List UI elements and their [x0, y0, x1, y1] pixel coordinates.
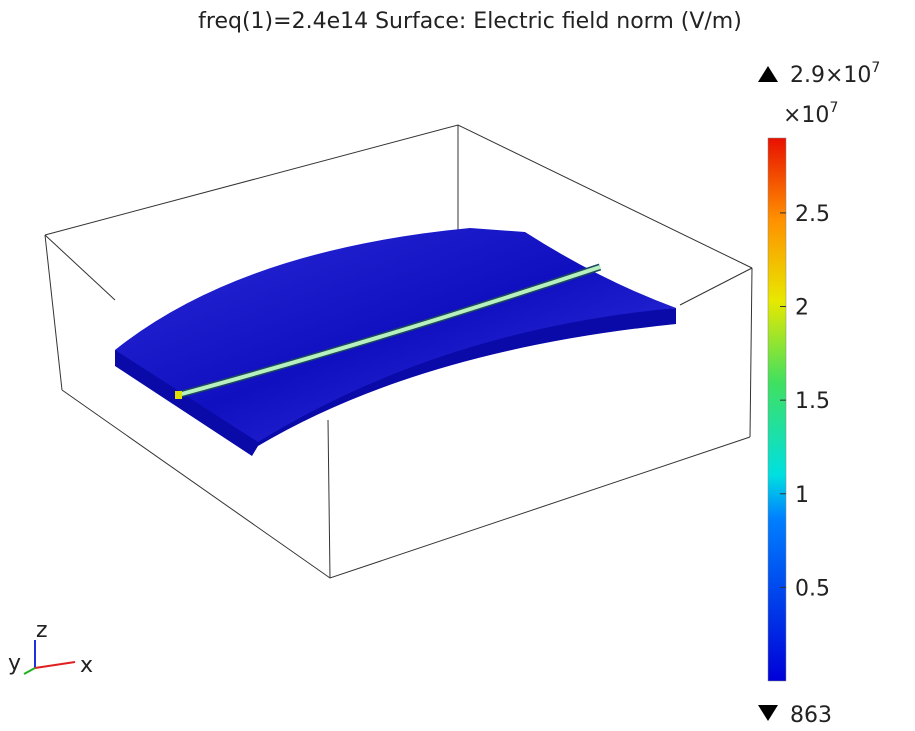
multiplier: ×107 — [783, 100, 838, 128]
max-exponent: 7 — [871, 60, 880, 76]
axis-x-label: x — [80, 653, 93, 678]
max-label: 2.9×107 — [790, 60, 880, 88]
multiplier-exponent: 7 — [829, 100, 838, 116]
colorbar-tick-label: 2 — [795, 296, 809, 321]
multiplier-base: ×10 — [783, 103, 829, 128]
axis-z-label: z — [36, 618, 48, 643]
plot-title: freq(1)=2.4e14 Surface: Electric field n… — [198, 9, 742, 34]
min-label: 863 — [790, 703, 832, 728]
screen: freq(1)=2.4e14 Surface: Electric field n… — [0, 0, 915, 731]
axis-y-label: y — [8, 651, 21, 676]
colorbar-gradient — [768, 138, 786, 681]
plate — [115, 228, 676, 456]
axis-triad: z y x — [8, 618, 93, 678]
max-marker — [758, 66, 778, 82]
colorbar-tick-label: 1 — [795, 483, 809, 508]
min-marker — [758, 705, 778, 721]
max-base: 2.9×10 — [790, 63, 871, 88]
colorbar-tick-label: 2.5 — [795, 202, 830, 227]
colorbar-tick-label: 1.5 — [795, 389, 830, 414]
colorbar-tick-label: 0.5 — [795, 576, 830, 601]
